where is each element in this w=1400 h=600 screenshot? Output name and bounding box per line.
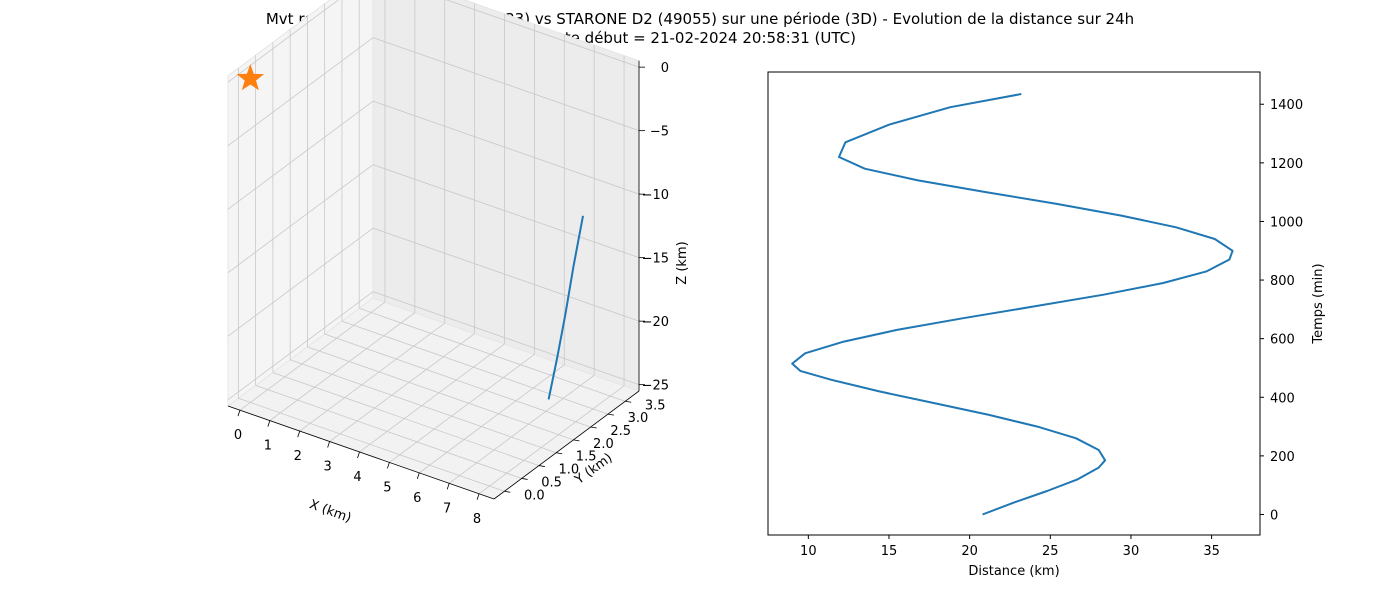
x-tick <box>237 410 241 417</box>
z-grid-back <box>372 291 640 386</box>
z-axis-label: Z (km) <box>675 241 690 284</box>
y-tick <box>607 413 614 416</box>
y-tick <box>538 465 545 467</box>
y-tick-label: 1.5 <box>576 450 597 465</box>
y-tick-label: 800 <box>1270 274 1295 289</box>
z-grid-back <box>372 164 640 259</box>
z-grid-side <box>227 37 374 146</box>
x-tick-label: 30 <box>1123 544 1140 559</box>
y-tick-label: 2.5 <box>610 424 631 439</box>
z-tick-label: 0 <box>661 61 669 76</box>
z-grid-side <box>227 164 374 273</box>
y-tick <box>521 478 528 480</box>
origin-star-marker <box>236 64 265 91</box>
z-tick-label: −25 <box>642 379 669 394</box>
distance-line <box>791 93 1234 516</box>
y-tick <box>590 426 597 429</box>
y-grid-floor <box>307 346 574 441</box>
y-tick-label: 200 <box>1270 450 1295 465</box>
x-axis-label: Distance (km) <box>968 564 1059 579</box>
x-tick-label: 4 <box>353 470 361 485</box>
y-tick-label: 0.5 <box>541 475 562 490</box>
z-tick-label: −20 <box>642 315 669 330</box>
x-tick-label: 6 <box>413 491 421 506</box>
x-tick-label: 20 <box>961 544 978 559</box>
y-tick-label: 2.0 <box>593 437 614 452</box>
y-tick <box>573 439 580 442</box>
y-grid-floor <box>238 397 505 492</box>
x-tick-label: 35 <box>1203 544 1220 559</box>
y-grid-floor <box>272 372 540 466</box>
z-grid-back <box>372 37 640 132</box>
x-grid-floor <box>299 322 445 432</box>
x-tick <box>267 420 271 427</box>
plot-2d-axes: 10 15 20 25 30 35 0 200 400 600 800 1000 1200 1400 Dis… <box>767 71 1326 579</box>
y-grid-floor <box>341 320 609 415</box>
x-grid-floor <box>329 333 475 442</box>
x-grid-floor <box>239 301 386 411</box>
x-tick-label: 8 <box>473 512 481 527</box>
y-tick-label: 400 <box>1270 391 1295 406</box>
z-grid-back <box>372 100 640 195</box>
x-grid-floor <box>359 343 505 453</box>
y-tick-label: 1.0 <box>559 463 580 478</box>
x-tick-label: 3 <box>323 460 331 475</box>
x-tick <box>476 493 480 500</box>
x-axis-label: X (km) <box>307 497 353 526</box>
y-tick <box>625 400 632 403</box>
z-grid-side <box>227 291 374 400</box>
y-tick-label: 600 <box>1270 333 1295 348</box>
y-tick-label: 0 <box>1270 508 1278 523</box>
z-tick-label: −5 <box>650 125 669 140</box>
y-tick-label: 1400 <box>1270 98 1303 113</box>
y-grid-floor <box>359 307 626 402</box>
x-tick-label: 1 <box>264 439 272 454</box>
z-tick-label: −10 <box>642 188 669 203</box>
x-grid-floor <box>419 364 565 474</box>
y-tick <box>504 490 511 493</box>
x-tick-label: 2 <box>294 449 302 464</box>
x-tick-label: 15 <box>881 544 898 559</box>
z-grid-side <box>227 100 374 210</box>
z-grid-side <box>227 227 374 337</box>
y-tick <box>556 452 563 455</box>
x-grid-floor <box>269 312 416 421</box>
y-tick-label: 3.5 <box>645 398 666 413</box>
z-grid-side <box>227 0 339 83</box>
y-tick-label: 1000 <box>1270 215 1303 230</box>
y-axis-label: Temps (min) <box>1311 263 1326 344</box>
x-tick-label: 7 <box>443 501 451 516</box>
plot-frame <box>767 71 1261 536</box>
x-axis-line <box>227 405 495 500</box>
y-axis-line <box>493 390 640 500</box>
z-tick-label: −15 <box>642 252 669 267</box>
x-grid-floor <box>448 375 595 484</box>
x-tick <box>357 451 360 459</box>
z-grid-back <box>372 227 640 322</box>
x-tick <box>297 430 301 438</box>
x-tick <box>446 483 450 490</box>
x-tick-label: 25 <box>1042 544 1059 559</box>
x-grid-floor <box>478 385 625 495</box>
x-tick <box>327 441 330 448</box>
x-tick <box>387 462 390 469</box>
y-grid-floor <box>324 333 591 428</box>
z-grid-back <box>445 0 640 68</box>
y-tick-label: 0.0 <box>524 488 545 503</box>
x-tick-label: 5 <box>383 480 391 495</box>
x-tick-label: 10 <box>800 544 817 559</box>
plot-3d-axes: 0 1 2 3 4 5 6 7 8 0.00.51.01.52.02.53.03.5 0 −5 −10 −… <box>226 0 690 527</box>
y-tick-label: 1200 <box>1270 157 1303 172</box>
y-tick-label: 3.0 <box>628 411 649 426</box>
figure-title-line-2: Date début = 21-02-2024 20:58:31 (UTC) <box>544 29 856 47</box>
x-tick-label: 0 <box>234 428 242 443</box>
y-grid-floor <box>255 385 522 479</box>
trajectory-line <box>547 215 584 400</box>
x-grid-floor <box>389 354 535 463</box>
x-tick <box>416 472 420 480</box>
y-grid-floor <box>290 359 557 454</box>
